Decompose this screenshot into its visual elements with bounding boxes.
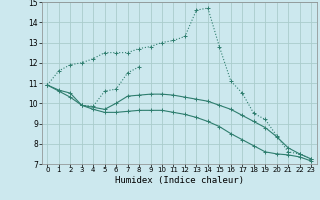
X-axis label: Humidex (Indice chaleur): Humidex (Indice chaleur) — [115, 176, 244, 185]
